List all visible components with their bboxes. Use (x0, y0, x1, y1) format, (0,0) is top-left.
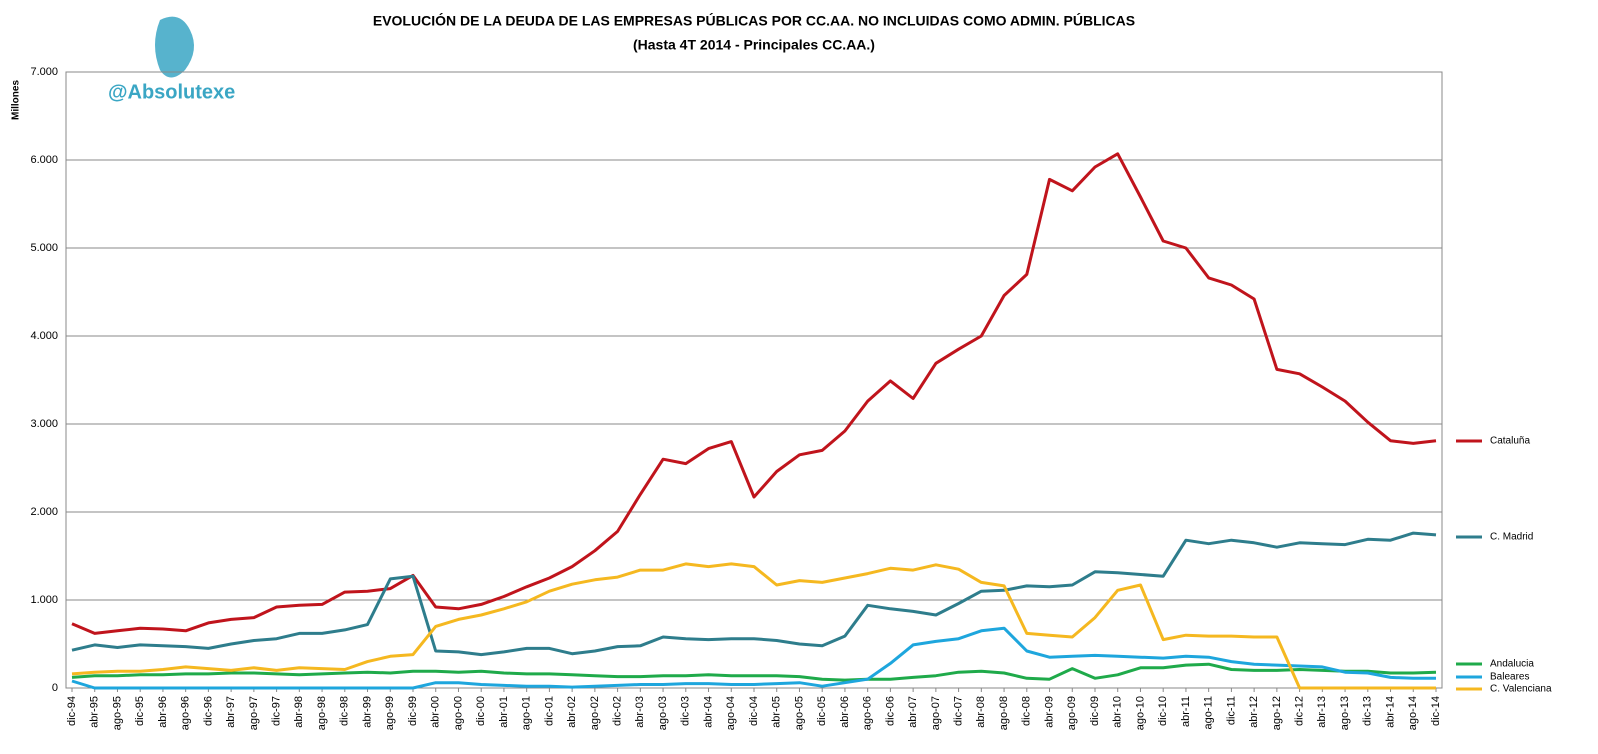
x-tick-label: ago-04 (725, 696, 737, 730)
y-tick-label: 6.000 (30, 154, 58, 166)
legend-label: C. Madrid (1490, 532, 1533, 543)
x-tick-label: abr-96 (157, 696, 169, 728)
x-tick-label: ago-96 (180, 696, 192, 730)
x-tick-label: abr-10 (1112, 696, 1124, 728)
x-tick-label: dic-94 (66, 696, 78, 726)
x-tick-label: ago-11 (1203, 696, 1215, 729)
x-tick-label: ago-95 (111, 696, 123, 730)
y-tick-label: 0 (52, 682, 58, 694)
x-tick-label: abr-12 (1248, 696, 1260, 728)
x-tick-label: abr-05 (771, 696, 783, 728)
y-tick-label: 4.000 (30, 330, 58, 342)
x-tick-label: abr-95 (89, 696, 101, 728)
y-tick-label: 2.000 (30, 506, 58, 518)
x-tick-label: ago-12 (1271, 696, 1283, 730)
y-tick-label: 3.000 (30, 418, 58, 430)
x-tick-label: dic-00 (475, 696, 487, 726)
x-tick-label: dic-11 (1225, 696, 1237, 725)
x-tick-label: dic-09 (1089, 696, 1101, 726)
x-tick-label: dic-03 (680, 696, 692, 726)
x-tick-label: dic-95 (134, 696, 146, 726)
x-tick-label: abr-03 (634, 696, 646, 728)
x-tick-label: dic-14 (1430, 696, 1442, 726)
x-tick-label: ago-03 (657, 696, 669, 730)
watermark: @Absolutexe (108, 81, 235, 103)
y-tick-label: 5.000 (30, 242, 58, 254)
x-tick-label: dic-12 (1294, 696, 1306, 726)
legend-label: Andalucia (1490, 659, 1534, 670)
x-tick-label: abr-02 (566, 696, 578, 728)
x-tick-label: abr-98 (293, 696, 305, 728)
x-tick-label: ago-10 (1134, 696, 1146, 730)
x-tick-label: dic-05 (816, 696, 828, 726)
x-tick-label: ago-01 (521, 696, 533, 730)
x-tick-label: ago-13 (1339, 696, 1351, 730)
x-tick-label: dic-06 (884, 696, 896, 726)
x-tick-label: dic-08 (1021, 696, 1033, 726)
x-tick-label: abr-09 (1043, 696, 1055, 728)
chart-title: EVOLUCIÓN DE LA DEUDA DE LAS EMPRESAS PÚ… (373, 12, 1135, 29)
x-tick-label: abr-99 (361, 696, 373, 728)
series-line (71, 626, 1436, 690)
x-tick-label: abr-13 (1316, 696, 1328, 728)
x-tick-label: ago-06 (862, 696, 874, 730)
x-tick-label: dic-97 (271, 696, 283, 726)
x-tick-label: ago-05 (793, 696, 805, 730)
y-axis-label: Millones (11, 80, 22, 120)
x-tick-label: abr-06 (839, 696, 851, 728)
legend-label: Cataluña (1490, 436, 1530, 447)
x-tick-label: ago-98 (316, 696, 328, 730)
logo-bird (155, 16, 194, 78)
x-tick-label: abr-00 (430, 696, 442, 728)
x-tick-label: abr-07 (907, 696, 919, 728)
x-tick-label: ago-08 (998, 696, 1010, 730)
x-tick-label: abr-01 (498, 696, 510, 728)
x-tick-label: abr-08 (975, 696, 987, 728)
x-tick-label: ago-09 (1066, 696, 1078, 730)
x-tick-label: dic-98 (339, 696, 351, 726)
x-tick-label: dic-04 (748, 696, 760, 726)
x-tick-label: dic-02 (612, 696, 624, 726)
x-tick-label: dic-99 (407, 696, 419, 726)
x-tick-label: dic-01 (543, 696, 555, 726)
x-tick-label: ago-00 (452, 696, 464, 730)
x-tick-label: dic-96 (202, 696, 214, 726)
y-tick-label: 1.000 (30, 594, 58, 606)
x-tick-label: dic-10 (1157, 696, 1169, 726)
x-tick-label: abr-14 (1384, 696, 1396, 728)
x-tick-label: ago-99 (384, 696, 396, 730)
series-line (71, 662, 1437, 682)
x-tick-label: abr-04 (702, 696, 714, 728)
x-tick-label: dic-07 (953, 696, 965, 726)
series-line (71, 562, 1436, 690)
x-tick-label: ago-07 (930, 696, 942, 730)
x-tick-label: abr-97 (225, 696, 237, 728)
plot-frame (65, 71, 1443, 689)
legend-label: C. Valenciana (1490, 684, 1552, 695)
x-tick-label: ago-97 (248, 696, 260, 730)
chart-subtitle: (Hasta 4T 2014 - Principales CC.AA.) (633, 37, 875, 53)
x-tick-label: dic-13 (1362, 696, 1374, 726)
series-line (71, 152, 1437, 635)
x-tick-label: ago-14 (1407, 696, 1419, 730)
x-tick-label: abr-11 (1180, 696, 1192, 727)
y-tick-label: 7.000 (30, 66, 58, 78)
legend-label: Baleares (1490, 672, 1529, 683)
x-tick-label: ago-02 (589, 696, 601, 730)
series-line (71, 531, 1437, 657)
